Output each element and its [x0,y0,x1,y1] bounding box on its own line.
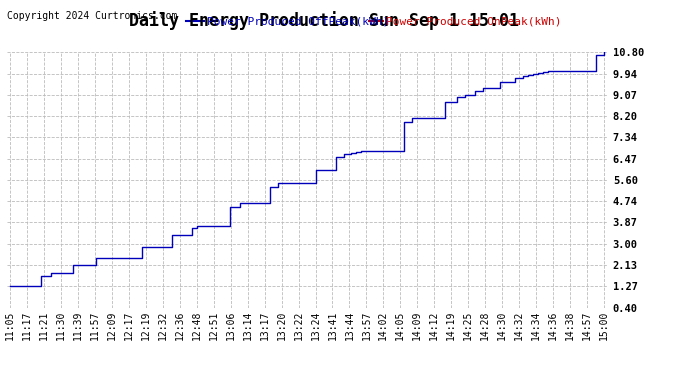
Text: Copyright 2024 Curtronics.com: Copyright 2024 Curtronics.com [7,11,177,21]
Text: Daily Energy Production Sun Sep 1 15:01: Daily Energy Production Sun Sep 1 15:01 [129,11,520,30]
Text: Power Produced OffPeak(kWh): Power Produced OffPeak(kWh) [207,17,389,27]
Text: Power Produced OnPeak(kWh): Power Produced OnPeak(kWh) [386,17,562,27]
